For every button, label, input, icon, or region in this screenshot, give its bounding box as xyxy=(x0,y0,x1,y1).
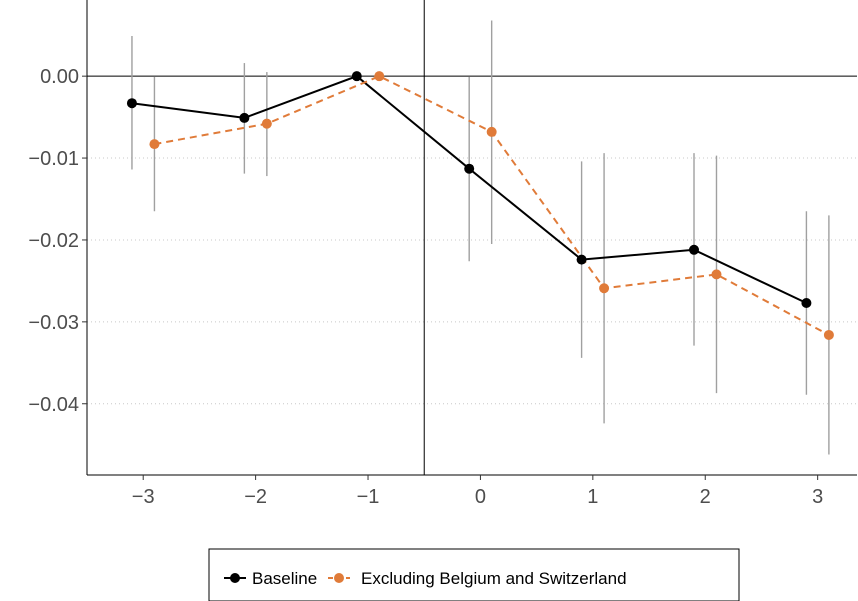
y-tick-label: 0.00 xyxy=(40,66,79,88)
legend-item-excluding: Excluding Belgium and Switzerland xyxy=(328,569,627,588)
y-tick-label: −0.03 xyxy=(28,312,79,334)
data-point-baseline xyxy=(351,71,362,82)
legend-label-excluding: Excluding Belgium and Switzerland xyxy=(361,569,627,588)
data-point-excluding xyxy=(261,118,272,129)
y-tick-label: −0.04 xyxy=(28,394,79,416)
legend-label-baseline: Baseline xyxy=(252,569,317,588)
data-point-excluding xyxy=(599,283,610,294)
confidence-intervals xyxy=(131,20,830,455)
data-point-baseline xyxy=(464,163,475,174)
data-point-baseline xyxy=(126,98,137,109)
data-point-excluding xyxy=(374,71,385,82)
x-tick-label: 1 xyxy=(587,486,598,508)
legend-box xyxy=(208,548,740,601)
series-lines xyxy=(131,75,830,336)
data-point-baseline xyxy=(689,244,700,255)
legend-item-baseline: Baseline xyxy=(224,569,317,588)
data-point-excluding xyxy=(149,139,160,150)
data-point-excluding xyxy=(486,126,497,137)
x-tick-label: −2 xyxy=(244,486,267,508)
legend-key-baseline-point xyxy=(230,573,240,583)
grid-lines xyxy=(87,157,857,405)
x-tick-label: 2 xyxy=(700,486,711,508)
x-tick-label: 3 xyxy=(812,486,823,508)
tick-labels: −3 −2 −1 0 1 2 3 0.00 −0.01 −0.02 −0.03 −0.04 xyxy=(28,66,823,508)
reference-lines xyxy=(87,0,857,475)
x-tick-label: 0 xyxy=(475,486,486,508)
legend: Baseline Excluding Belgium and Switzerla… xyxy=(208,548,740,601)
x-tick-label: −1 xyxy=(357,486,380,508)
y-tick-label: −0.01 xyxy=(28,148,79,170)
data-point-baseline xyxy=(576,254,587,265)
data-point-baseline xyxy=(239,112,250,123)
data-point-excluding xyxy=(823,329,834,340)
data-point-excluding xyxy=(711,269,722,280)
legend-key-excluding-point xyxy=(334,573,344,583)
series-points xyxy=(126,71,834,340)
data-point-baseline xyxy=(801,298,812,309)
axes xyxy=(82,0,857,480)
x-tick-label: −3 xyxy=(132,486,155,508)
y-tick-label: −0.02 xyxy=(28,230,79,252)
